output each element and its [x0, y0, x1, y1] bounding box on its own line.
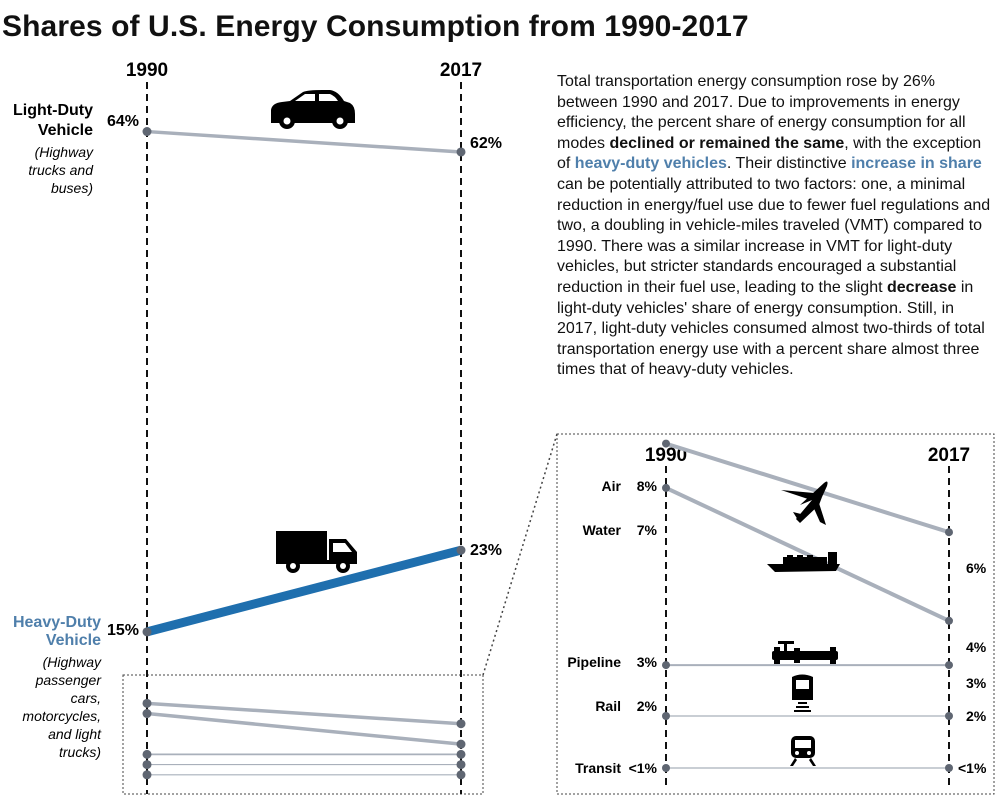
detail-pipeline-2017-point	[945, 661, 953, 670]
narrative-text-3: . Their distinctive	[726, 155, 852, 173]
subtitle-heavy-duty-2: cars,	[71, 690, 101, 706]
main-water-line	[146, 711, 462, 746]
main-light-duty-vehicle-2017-point	[456, 147, 466, 157]
detail-water-2017-point	[945, 616, 953, 625]
series-name-heavy-duty-line2: Vehicle	[46, 632, 101, 649]
main-water-2017-point	[456, 739, 466, 749]
main-heavy-duty-vehicle-line	[145, 545, 463, 637]
year-label-1990: 1990	[126, 60, 168, 81]
detail-rail-1990-label: 2%	[637, 698, 658, 714]
main-transit-2017-point	[456, 770, 466, 780]
narrative-text-1: Total transportation energy consumption …	[557, 73, 966, 152]
zoom-connector	[482, 433, 558, 676]
main-pipeline-1990-point	[142, 749, 152, 759]
subtitle-light-duty-1: trucks and	[28, 162, 94, 178]
subtitle-heavy-duty-3: motorcycles,	[22, 708, 101, 724]
detail-rail-1990-point	[662, 712, 670, 720]
narrative-text-2: , with the exception of	[557, 134, 982, 173]
detail-transit-2017-label: <1%	[958, 760, 987, 776]
detail-rail-2017-point	[945, 712, 953, 720]
detail-mode-water: Water	[583, 522, 622, 538]
main-light-duty-vehicle-1990-point	[142, 127, 152, 137]
light-duty-1990-label: 64%	[107, 113, 139, 130]
narrative-highlight-increase: increase in share	[851, 155, 982, 173]
detail-transit-1990-label: <1%	[629, 760, 658, 776]
detail-year-label-2017: 2017	[928, 445, 970, 466]
detail-pipeline-1990-label: 3%	[637, 654, 658, 670]
main-water-1990-point	[142, 709, 152, 719]
subtitle-heavy-duty-0: (Highway	[43, 654, 102, 670]
detail-pipeline-1990-point	[662, 661, 670, 670]
chart-title: Shares of U.S. Energy Consumption from 1…	[2, 10, 749, 43]
train-icon	[792, 674, 813, 712]
detail-water-line	[665, 486, 950, 623]
narrative-bold-decrease: decrease	[886, 278, 957, 296]
detail-air-1990-point	[662, 439, 670, 448]
narrative-text-4: can be potentially attributed to two fac…	[557, 175, 991, 296]
detail-transit-2017-point	[945, 764, 953, 772]
main-light-duty-vehicle-line	[146, 129, 462, 154]
tram-icon	[790, 736, 816, 766]
detail-air-line	[665, 441, 950, 535]
detail-water-2017-label: 4%	[966, 639, 987, 655]
detail-mode-pipeline: Pipeline	[567, 654, 621, 670]
detail-water-1990-point	[662, 483, 670, 492]
light-duty-2017-label: 62%	[470, 135, 502, 152]
detail-mode-rail: Rail	[595, 698, 621, 714]
detail-series-layer	[662, 439, 953, 772]
ship-icon	[767, 552, 840, 572]
detail-year-label-1990: 1990	[645, 445, 687, 466]
narrative-bold-declined: declined or remained the same	[609, 134, 845, 152]
detail-mode-air: Air	[602, 478, 622, 494]
detail-water-1990-label: 7%	[637, 522, 658, 538]
main-heavy-duty-vehicle-2017-point	[456, 545, 466, 555]
main-rail-2017-point	[456, 760, 466, 770]
truck-icon	[276, 531, 357, 573]
main-air-2017-point	[456, 719, 466, 729]
subtitle-light-duty-0: (Highway	[35, 144, 94, 160]
detail-rail-2017-label: 2%	[966, 708, 987, 724]
narrative-paragraph: Total transportation energy consumption …	[557, 72, 997, 381]
series-name-heavy-duty-line1: Heavy-Duty	[13, 614, 101, 631]
subtitle-heavy-duty-1: passenger	[35, 672, 103, 688]
main-air-1990-point	[142, 698, 152, 708]
main-rail-1990-point	[142, 760, 152, 770]
heavy-duty-2017-label: 23%	[470, 542, 502, 559]
series-name-light-duty-line1: Light-Duty	[13, 102, 93, 119]
subtitle-heavy-duty-4: and light	[48, 726, 102, 742]
main-heavy-duty-vehicle-1990-point	[142, 627, 152, 637]
detail-air-2017-label: 6%	[966, 560, 987, 576]
pipeline-icon	[772, 641, 838, 664]
main-series-layer	[142, 127, 466, 780]
main-transit-1990-point	[142, 770, 152, 780]
airplane-icon	[781, 481, 828, 525]
zoom-detail-box	[556, 433, 995, 795]
car-icon	[271, 90, 355, 129]
detail-transit-1990-point	[662, 764, 670, 772]
subtitle-light-duty-2: buses)	[51, 180, 93, 196]
narrative-highlight-heavy-duty: heavy-duty vehicles	[574, 155, 727, 173]
main-pipeline-2017-point	[456, 749, 466, 759]
main-air-line	[146, 701, 462, 726]
narrative-text-5: in light-duty vehicles' share of energy …	[557, 278, 985, 379]
detail-pipeline-2017-label: 3%	[966, 675, 987, 691]
year-label-2017: 2017	[440, 60, 482, 81]
series-name-light-duty-line2: Vehicle	[38, 122, 93, 139]
zoom-source-box	[122, 674, 484, 795]
detail-air-2017-point	[945, 528, 953, 537]
detail-mode-transit: Transit	[575, 760, 621, 776]
detail-air-1990-label: 8%	[637, 478, 658, 494]
subtitle-heavy-duty-5: trucks)	[59, 744, 101, 760]
heavy-duty-1990-label: 15%	[107, 622, 139, 639]
